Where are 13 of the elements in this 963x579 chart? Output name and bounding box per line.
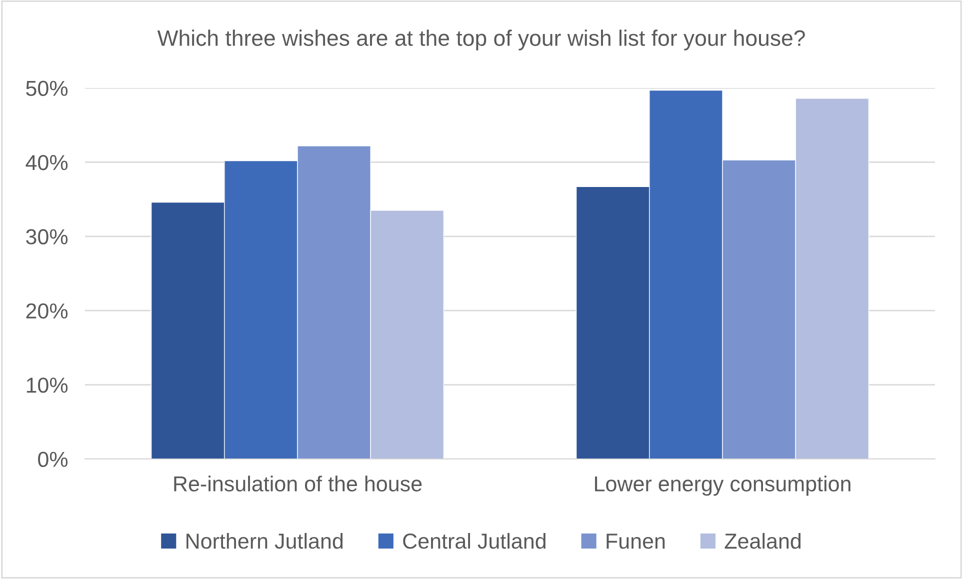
x-tick-label: Re-insulation of the house: [174, 476, 422, 492]
y-tick-label: 30%: [26, 229, 68, 244]
legend-label: Funen: [606, 534, 665, 549]
y-tick-label: 20%: [26, 303, 68, 319]
y-tick-label: 40%: [26, 154, 68, 170]
legend-label: Zealand: [724, 532, 801, 549]
legend-label: Northern Jutland: [186, 532, 343, 549]
x-tick-label: Lower energy consumption: [595, 476, 850, 496]
chart-title: Which three wishes are at the top of your wish list for your house?: [157, 30, 805, 50]
y-tick-label: 50%: [26, 80, 68, 96]
legend-label: Central Jutland: [403, 532, 546, 549]
y-tick-label: 0%: [38, 452, 68, 468]
y-tick-label: 10%: [26, 378, 68, 393]
